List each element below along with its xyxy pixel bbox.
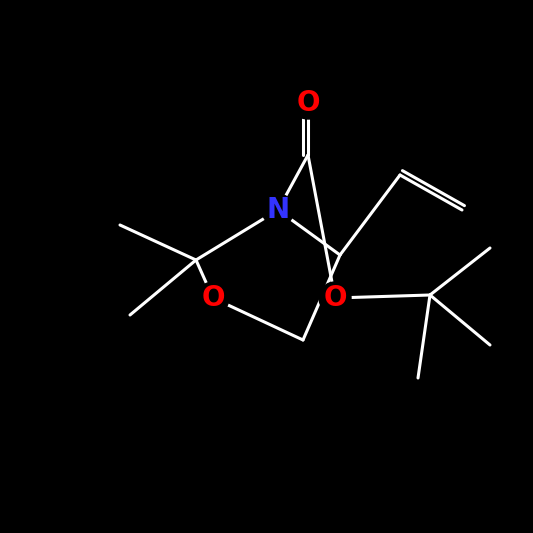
Circle shape [197,282,229,314]
Circle shape [319,282,351,314]
Circle shape [292,87,324,119]
Circle shape [262,194,294,226]
Text: O: O [296,89,320,117]
Text: O: O [201,284,225,312]
Text: N: N [266,196,289,224]
Text: O: O [323,284,347,312]
